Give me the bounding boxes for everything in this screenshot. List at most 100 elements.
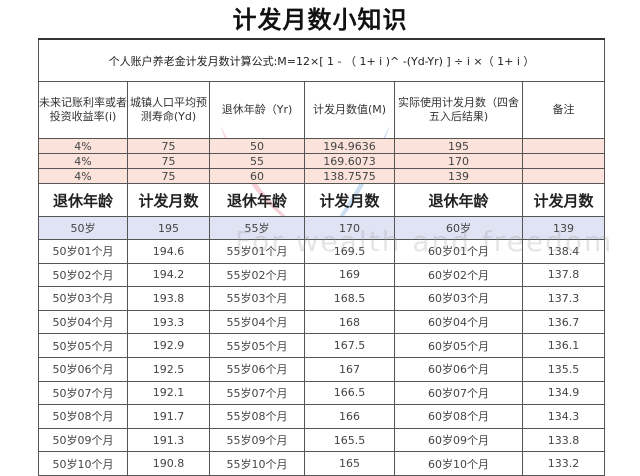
table-cell: 55岁06个月	[209, 356, 305, 382]
table-cell: 50岁06个月	[38, 356, 128, 382]
table-cell: 55岁09个月	[209, 427, 305, 453]
formula-text: 个人账户养老金计发月数计算公式:M=12×[ 1 - （ 1+ i )^ -(Y…	[38, 38, 605, 82]
table-cell: 55	[209, 153, 305, 169]
table-cell: 60岁08个月	[394, 404, 523, 429]
table-cell: 55岁10个月	[209, 451, 305, 476]
table-cell: 60岁01个月	[394, 239, 523, 264]
table-cell: 55岁05个月	[209, 333, 305, 358]
table-cell	[522, 153, 605, 169]
table-cell: 192.9	[127, 333, 210, 358]
table-cell: 55岁02个月	[209, 262, 305, 288]
table-row: 50岁02个月 194.2 55岁02个月 169 60岁02个月 137.8	[38, 262, 605, 288]
table-row: 50岁04个月 193.3 55岁04个月 168 60岁04个月 136.7	[38, 309, 605, 335]
table-row: 50岁01个月 194.6 55岁01个月 169.5 60岁01个月 138.4	[38, 239, 605, 264]
table-cell: 55岁01个月	[209, 239, 305, 264]
table-cell: 60岁	[394, 216, 523, 240]
table-cell: 75	[127, 138, 210, 154]
table-cell: 170	[394, 153, 523, 169]
table-cell: 55岁03个月	[209, 286, 305, 311]
table-cell: 50岁05个月	[38, 333, 128, 358]
table-cell: 55岁08个月	[209, 404, 305, 429]
table-cell: 134.3	[522, 404, 605, 429]
table-cell: 138.7575	[304, 168, 395, 184]
table-cell: 55岁04个月	[209, 309, 305, 335]
table-cell: 备注	[522, 81, 605, 139]
table-cell: 4%	[38, 168, 128, 184]
table-cell: 50岁07个月	[38, 380, 128, 406]
table-cell: 194.9636	[304, 138, 395, 154]
table-cell: 退休年龄（Yr)	[209, 81, 305, 139]
table-cell: 55岁07个月	[209, 380, 305, 406]
table-cell: 192.1	[127, 380, 210, 406]
table-cell: 165	[304, 451, 395, 476]
table-cell: 50岁04个月	[38, 309, 128, 335]
table-cell: 50岁10个月	[38, 451, 128, 476]
table-cell: 计发月数	[522, 183, 605, 217]
table-cell: 165.5	[304, 427, 395, 453]
table-cell: 60岁09个月	[394, 427, 523, 453]
table-cell: 193.3	[127, 309, 210, 335]
table-cell: 50岁01个月	[38, 239, 128, 264]
table-cell: 166.5	[304, 380, 395, 406]
table-cell: 60岁06个月	[394, 356, 523, 382]
table-row: 50岁07个月 192.1 55岁07个月 166.5 60岁07个月 134.9	[38, 380, 605, 406]
table-cell: 195	[394, 138, 523, 154]
table-row: 50岁09个月 191.3 55岁09个月 165.5 60岁09个月 133.8	[38, 427, 605, 453]
table-row: 50岁05个月 192.9 55岁05个月 167.5 60岁05个月 136.1	[38, 333, 605, 358]
table-cell: 136.1	[522, 333, 605, 358]
table-cell: 166	[304, 404, 395, 429]
table-cell: 实际使用计发月数（四舍五入后结果)	[394, 81, 523, 139]
table-cell: 50岁09个月	[38, 427, 128, 453]
pension-table: 个人账户养老金计发月数计算公式:M=12×[ 1 - （ 1+ i )^ -(Y…	[38, 38, 605, 476]
table-cell: 191.7	[127, 404, 210, 429]
table-cell: 135.5	[522, 356, 605, 382]
table-cell: 169	[304, 262, 395, 288]
table-cell: 194.2	[127, 262, 210, 288]
table-cell: 75	[127, 168, 210, 184]
table-cell: 137.8	[522, 262, 605, 288]
table-cell: 50	[209, 138, 305, 154]
table-cell: 60岁10个月	[394, 451, 523, 476]
calc-row: 4% 75 50 194.9636 195	[38, 138, 605, 154]
calc-row: 4% 75 55 169.6073 170	[38, 153, 605, 169]
table-row: 50岁10个月 190.8 55岁10个月 165 60岁10个月 133.2	[38, 451, 605, 476]
table-cell: 167.5	[304, 333, 395, 358]
table-cell	[522, 138, 605, 154]
table-cell: 60岁05个月	[394, 333, 523, 358]
table-cell: 4%	[38, 138, 128, 154]
table-cell	[522, 168, 605, 184]
table-cell: 167	[304, 356, 395, 382]
table-cell: 55岁	[209, 216, 305, 240]
table-cell: 169.5	[304, 239, 395, 264]
table-row: 50岁03个月 193.8 55岁03个月 168.5 60岁03个月 137.3	[38, 286, 605, 311]
table-cell: 60岁02个月	[394, 262, 523, 288]
table-cell: 192.5	[127, 356, 210, 382]
table-cell: 75	[127, 153, 210, 169]
table-cell: 169.6073	[304, 153, 395, 169]
table-cell: 50岁	[38, 216, 128, 240]
table-cell: 190.8	[127, 451, 210, 476]
table-cell: 60岁07个月	[394, 380, 523, 406]
table-cell: 133.2	[522, 451, 605, 476]
table-cell: 60岁03个月	[394, 286, 523, 311]
page-title: 计发月数小知识	[232, 6, 408, 34]
table-cell: 138.4	[522, 239, 605, 264]
table-cell: 50岁03个月	[38, 286, 128, 311]
table-cell: 计发月数值(M)	[304, 81, 395, 139]
table-cell: 退休年龄	[38, 183, 128, 217]
table-cell: 退休年龄	[209, 183, 305, 217]
table-cell: 136.7	[522, 309, 605, 335]
table-cell: 170	[304, 216, 395, 240]
table-cell: 137.3	[522, 286, 605, 311]
table-row: 50岁06个月 192.5 55岁06个月 167 60岁06个月 135.5	[38, 356, 605, 382]
header-row-2: 退休年龄 计发月数 退休年龄 计发月数 退休年龄 计发月数	[38, 183, 605, 217]
table-cell: 50岁02个月	[38, 262, 128, 288]
table-cell: 未来记账利率或者投资收益率(i)	[38, 81, 128, 139]
table-cell: 195	[127, 216, 210, 240]
table-cell: 194.6	[127, 239, 210, 264]
table-cell: 134.9	[522, 380, 605, 406]
header-row: 未来记账利率或者投资收益率(i) 城镇人口平均预测寿命(Yd) 退休年龄（Yr) 计发…	[38, 81, 605, 139]
table-cell: 4%	[38, 153, 128, 169]
table-cell: 计发月数	[127, 183, 210, 217]
calc-row: 4% 75 60 138.7575 139	[38, 168, 605, 184]
